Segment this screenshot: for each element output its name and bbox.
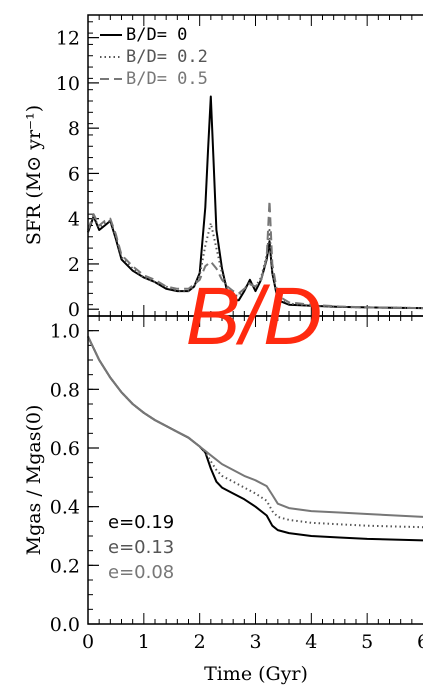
x-tick-label: 1 xyxy=(138,631,150,653)
legend-label-0: B/D= 0 xyxy=(126,25,187,45)
y-tick-label: 12 xyxy=(56,28,80,50)
sfr-series-lines xyxy=(87,95,423,310)
sfr-axis-ticks: 0 2 4 6 8 10 12 xyxy=(56,15,413,321)
gas-series-line-0 xyxy=(87,336,423,542)
sfr-series-line-2 xyxy=(87,199,423,310)
gas-axis-ticks: 0.0 0.2 0.4 0.6 0.8 1.0 0 1 2 3 4 5 6 xyxy=(50,316,423,653)
x-tick-label: 4 xyxy=(305,631,317,653)
x-tick-label: 2 xyxy=(194,631,206,653)
sfr-series-line-0 xyxy=(87,95,423,310)
legend-label-2: B/D= 0.5 xyxy=(126,69,208,89)
y-tick-label: 10 xyxy=(56,73,80,95)
eccentricity-label-1: e=0.13 xyxy=(108,537,174,558)
y-tick-label: 6 xyxy=(68,163,80,185)
sfr-y-axis-label: SFR (M⊙ yr⁻¹) xyxy=(23,105,45,245)
y-tick-label: 0.2 xyxy=(50,555,80,577)
gas-fraction-panel: 0.0 0.2 0.4 0.6 0.8 1.0 0 1 2 3 4 5 6 Mgas / Mgas(0)… xyxy=(23,315,423,685)
legend-label-1: B/D= 0.2 xyxy=(126,47,208,67)
y-tick-label: 4 xyxy=(68,209,80,231)
sfr-legend: B/D= 0B/D= 0.2B/D= 0.5 xyxy=(100,25,208,89)
y-tick-label: 2 xyxy=(68,254,80,276)
x-tick-label: 3 xyxy=(249,631,261,653)
y-tick-label: 0.4 xyxy=(50,497,80,519)
eccentricity-annotations: e=0.19 e=0.13 e=0.08 xyxy=(108,512,174,583)
y-tick-label: 0 xyxy=(68,299,80,321)
eccentricity-label-2: e=0.08 xyxy=(108,562,174,583)
overlay-bd-label: B/D xyxy=(186,271,323,362)
y-tick-label: 0.0 xyxy=(50,614,80,636)
gas-x-axis-label: Time (Gyr) xyxy=(204,663,308,685)
x-tick-label: 6 xyxy=(417,631,423,653)
y-tick-label: 1.0 xyxy=(50,321,80,343)
gas-series-line-2 xyxy=(87,336,423,518)
y-tick-label: 0.8 xyxy=(50,379,80,401)
x-tick-label: 5 xyxy=(361,631,373,653)
gas-series-line-1 xyxy=(87,336,423,529)
x-tick-label: 0 xyxy=(82,631,94,653)
gas-plot-frame xyxy=(87,315,423,625)
gas-y-axis-label: Mgas / Mgas(0) xyxy=(23,405,45,556)
y-tick-label: 8 xyxy=(68,118,80,140)
gas-series-lines xyxy=(87,336,423,542)
y-tick-label: 0.6 xyxy=(50,438,80,460)
eccentricity-label-0: e=0.19 xyxy=(108,512,174,533)
sfr-series-line-1 xyxy=(87,215,423,310)
